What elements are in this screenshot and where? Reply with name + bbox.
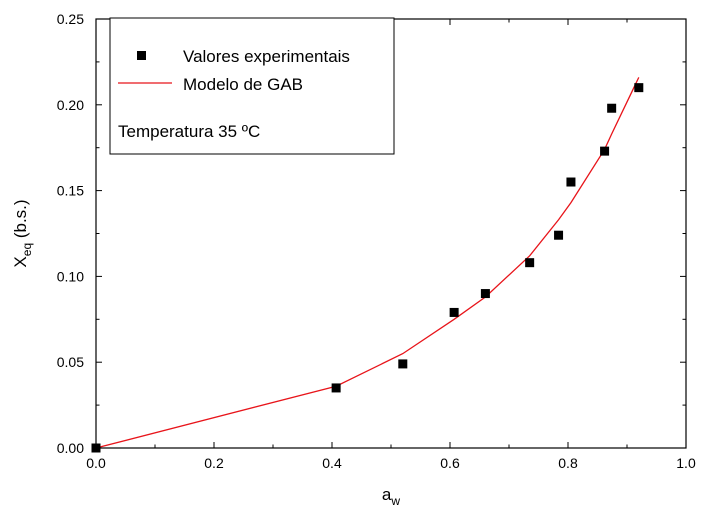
- x-axis-title: aw: [382, 485, 400, 508]
- x-tick-label: 0.6: [440, 455, 460, 471]
- data-point: [607, 103, 617, 113]
- model-line-layer: [95, 77, 640, 449]
- data-point: [525, 258, 535, 268]
- x-tick-label: 0.8: [558, 455, 578, 471]
- gab-model-line: [95, 77, 640, 449]
- x-tick-label: 0.2: [204, 455, 224, 471]
- data-point: [398, 359, 408, 369]
- y-axis-title-unit: (b.s.): [11, 199, 30, 242]
- data-point: [566, 177, 576, 187]
- y-tick-label: 0.25: [57, 11, 84, 27]
- y-tick-label: 0.05: [57, 354, 84, 370]
- ticks-layer: 0.0 0.2 0.4 0.6 0.8 1.0 0.00 0.05 0.10 0.15 0.20 0.…: [57, 11, 696, 471]
- data-point: [634, 83, 644, 93]
- legend-marker-square: [137, 51, 146, 60]
- data-point: [600, 146, 610, 156]
- y-axis-title-main: X: [11, 256, 30, 267]
- y-tick-label: 0.15: [57, 183, 84, 199]
- y-axis-title-subscript: eq: [20, 243, 34, 256]
- data-point: [449, 307, 459, 317]
- x-tick-label: 1.0: [676, 455, 696, 471]
- data-point: [480, 289, 490, 299]
- legend-label-experimental: Valores experimentais: [183, 47, 350, 66]
- legend-label-model: Modelo de GAB: [183, 75, 303, 94]
- y-axis-title: Xeq (b.s.): [11, 199, 34, 267]
- x-tick-label: 0.4: [322, 455, 342, 471]
- x-axis-title-subscript: w: [390, 494, 400, 508]
- y-tick-label: 0.00: [57, 440, 84, 456]
- temperature-annotation: Temperatura 35 ºC: [118, 122, 260, 141]
- y-tick-label: 0.10: [57, 268, 84, 284]
- legend-frame: [109, 17, 395, 155]
- data-point: [554, 230, 564, 240]
- x-axis-title-main: a: [382, 485, 392, 504]
- legend: Valores experimentais Modelo de GAB Temp…: [109, 17, 395, 155]
- data-point: [331, 383, 341, 393]
- y-tick-label: 0.20: [57, 97, 84, 113]
- x-tick-label: 0.0: [86, 455, 106, 471]
